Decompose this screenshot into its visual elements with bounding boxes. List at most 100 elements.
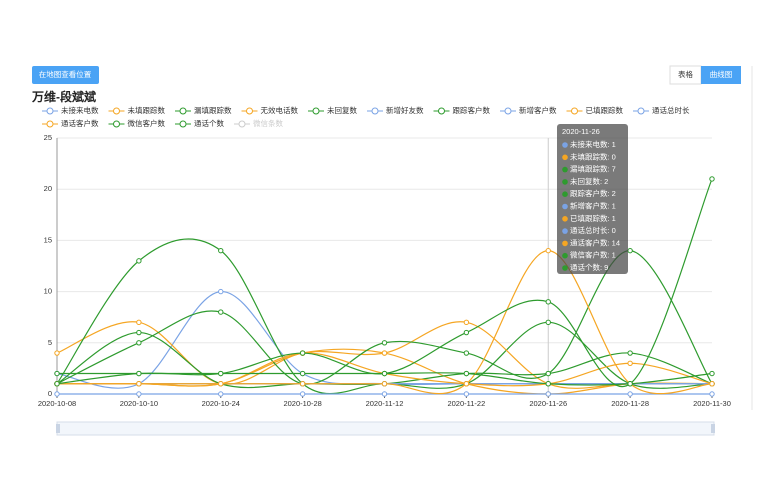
legend-item[interactable]: 新增好友数 [367,105,424,115]
tooltip-marker [562,191,568,197]
tooltip-marker [562,154,568,161]
x-tick-label: 2020-11-22 [447,399,485,408]
point [463,329,470,336]
tooltip-item: 通话总时长: 0 [570,225,616,235]
legend-label: 跟踪客户数 [453,105,491,115]
legend-item[interactable]: 未填跟踪数 [108,105,166,115]
point [545,370,551,377]
tooltip-marker [562,240,568,247]
tooltip-item: 通话客户数: 14 [570,237,620,247]
chart-title: 万维-段斌斌 [31,89,96,104]
legend-icon [637,107,645,115]
tooltip-marker [562,216,568,222]
legend-icon [371,107,379,115]
legend-label: 无效电话数 [261,105,299,115]
tooltip-item: 新增客户数: 1 [570,200,616,210]
y-tick-label: 20 [44,184,52,193]
legend-label: 未回复数 [327,105,357,115]
legend-label: 已填跟踪数 [586,105,624,115]
point [381,350,388,356]
y-tick-label: 10 [44,287,52,296]
legend-label: 新增客户数 [519,105,557,115]
x-tick-label: 2020-11-26 [529,399,567,408]
legend-icon [312,107,320,115]
legend-label: 微信客户数 [128,118,166,128]
point [136,370,142,377]
zoom-handle[interactable] [711,424,715,433]
tooltip-marker [562,203,568,210]
chart-button[interactable] [701,66,741,84]
zoom-handle[interactable] [56,424,60,433]
chart-button-label[interactable]: 曲线图 [710,69,733,79]
legend-icon [571,107,578,115]
map-button-label[interactable]: 在地图查看位置 [39,69,92,79]
legend-item[interactable]: 通话总时长 [633,105,690,115]
legend-label: 漏填跟踪数 [194,105,232,115]
legend-item[interactable]: 无效电话数 [241,105,299,115]
x-tick-label: 2020-11-30 [693,399,731,408]
point [463,319,470,326]
x-tick-label: 2020-10-10 [120,399,158,408]
point [627,391,633,397]
legend-item[interactable]: 通话客户数 [42,118,99,128]
legend-icon [46,120,54,128]
tooltip-marker [562,179,568,185]
x-tick-label: 2020-10-28 [283,399,321,408]
point [299,350,306,356]
legend-icon [438,107,445,115]
point [54,370,60,377]
legend-item[interactable]: 跟踪客户数 [433,105,491,115]
legend-icon [246,107,253,115]
tooltip-marker [562,265,568,271]
point [218,309,224,315]
point [218,288,224,295]
legend-item[interactable]: 微信条数 [234,118,283,128]
legend-icon [46,107,54,115]
point [299,391,306,397]
table-button-label[interactable]: 表格 [678,69,693,79]
legend-label: 新增好友数 [386,105,424,115]
legend-item[interactable]: 未接来电数 [42,105,99,115]
point [709,391,715,397]
legend-icon [179,120,187,128]
legend-item[interactable]: 已填跟踪数 [566,105,624,115]
tooltip-item: 未接来电数: 1 [570,139,616,149]
tooltip-item: 微信客户数: 1 [570,250,616,260]
point [709,370,715,377]
tooltip-marker [562,142,568,148]
point [545,391,551,397]
legend-icon [179,107,187,115]
point [381,370,388,377]
point [136,329,142,336]
legend-item[interactable]: 通话个数 [175,118,224,128]
x-tick-label: 2020-10-08 [38,399,76,408]
zoom-slider[interactable] [56,421,715,436]
y-tick-label: 0 [48,389,52,398]
tooltip-item: 漏填跟踪数: 7 [570,164,616,174]
legend-item[interactable]: 微信客户数 [108,118,166,128]
legend-label: 通话总时长 [652,105,690,115]
map-button[interactable] [32,66,99,84]
x-tick-label: 2020-11-12 [366,399,404,408]
point [136,258,142,264]
point [463,391,470,397]
tooltip-item: 未回复数: 2 [570,176,608,186]
point [545,247,551,254]
legend-item[interactable]: 未回复数 [308,105,357,115]
legend-item[interactable]: 新增客户数 [500,105,557,115]
legend-icon [113,107,120,115]
point [709,381,715,387]
y-tick-label: 25 [44,133,52,142]
tooltip-title: 2020-11-26 [562,127,600,136]
point [381,381,388,387]
legend-label: 未接来电数 [61,105,99,115]
point [54,350,60,356]
point [299,370,306,377]
y-tick-label: 15 [44,235,52,244]
point [545,299,551,305]
point [463,350,470,356]
point [627,247,633,254]
point [463,370,470,377]
legend-item[interactable]: 漏填跟踪数 [175,105,232,115]
